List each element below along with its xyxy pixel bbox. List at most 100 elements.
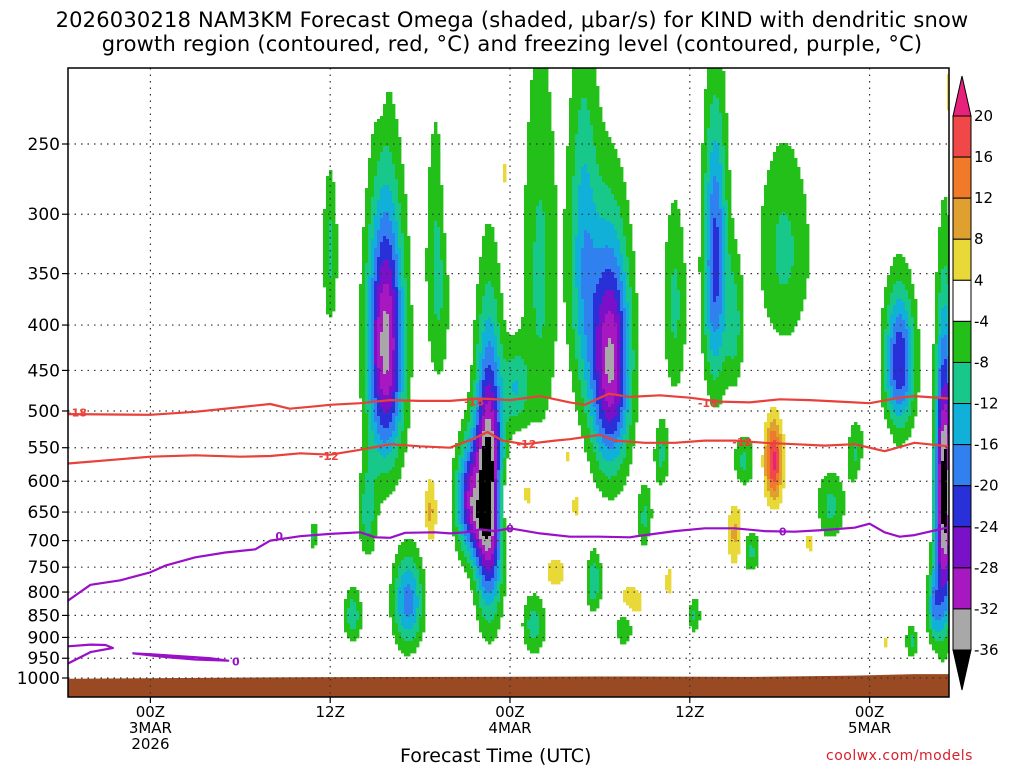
heatmap-cell — [395, 473, 399, 477]
heatmap-cell — [485, 248, 489, 252]
heatmap-cell — [380, 263, 384, 267]
heatmap-cell — [368, 329, 372, 333]
heatmap-cell — [377, 248, 381, 252]
heatmap-cell — [485, 353, 489, 357]
heatmap-cell — [467, 404, 471, 408]
heatmap-cell — [479, 569, 483, 573]
heatmap-cell — [398, 149, 402, 153]
heatmap-cell — [497, 434, 501, 438]
heatmap-cell — [494, 575, 498, 579]
heatmap-cell — [329, 296, 333, 300]
heatmap-cell — [380, 419, 384, 423]
heatmap-cell — [395, 242, 399, 246]
heatmap-cell — [362, 497, 366, 501]
heatmap-cell — [452, 524, 456, 528]
heatmap-cell — [389, 476, 393, 480]
heatmap-cell — [356, 623, 360, 627]
heatmap-cell — [518, 374, 522, 378]
heatmap-cell — [497, 416, 501, 420]
heatmap-cell — [368, 503, 372, 507]
heatmap-cell — [407, 245, 411, 249]
heatmap-cell — [377, 377, 381, 381]
heatmap-cell — [485, 605, 489, 609]
heatmap-cell — [482, 320, 486, 324]
heatmap-cell — [464, 461, 468, 465]
heatmap-cell — [398, 278, 402, 282]
heatmap-cell — [383, 296, 387, 300]
heatmap-cell — [329, 299, 333, 303]
heatmap-cell — [503, 371, 507, 375]
heatmap-cell — [500, 530, 504, 534]
heatmap-cell — [506, 428, 510, 432]
heatmap-cell — [419, 563, 423, 567]
heatmap-cell — [398, 476, 402, 480]
heatmap-cell — [395, 455, 399, 459]
heatmap-cell — [362, 362, 366, 366]
heatmap-cell — [401, 374, 405, 378]
heatmap-cell — [365, 410, 369, 414]
heatmap-cell — [383, 488, 387, 492]
heatmap-cell — [383, 146, 387, 150]
heatmap-cell — [365, 449, 369, 453]
heatmap-cell — [515, 365, 519, 369]
heatmap-cell — [368, 293, 372, 297]
heatmap-cell — [458, 479, 462, 483]
heatmap-cell — [488, 551, 492, 555]
heatmap-cell — [371, 365, 375, 369]
heatmap-cell — [371, 485, 375, 489]
heatmap-cell — [386, 329, 390, 333]
heatmap-cell — [434, 155, 438, 159]
heatmap-cell — [491, 302, 495, 306]
heatmap-cell — [371, 533, 375, 537]
heatmap-cell — [518, 407, 522, 411]
heatmap-cell — [494, 458, 498, 462]
heatmap-cell — [491, 479, 495, 483]
heatmap-cell — [422, 590, 426, 594]
heatmap-cell — [326, 179, 330, 183]
heatmap-cell — [428, 242, 432, 246]
heatmap-cell — [368, 365, 372, 369]
heatmap-cell — [512, 407, 516, 411]
heatmap-cell — [500, 407, 504, 411]
heatmap-cell — [386, 179, 390, 183]
heatmap-cell — [506, 404, 510, 408]
heatmap-cell — [368, 266, 372, 270]
heatmap-cell — [437, 353, 441, 357]
heatmap-cell — [371, 296, 375, 300]
heatmap-cell — [362, 323, 366, 327]
heatmap-cell — [440, 284, 444, 288]
heatmap-cell — [452, 512, 456, 516]
heatmap-cell — [479, 329, 483, 333]
heatmap-cell — [332, 257, 336, 261]
heatmap-cell — [395, 482, 399, 486]
heatmap-cell — [362, 545, 366, 549]
heatmap-cell — [398, 257, 402, 261]
heatmap-cell — [500, 314, 504, 318]
heatmap-cell — [392, 227, 396, 231]
heatmap-cell — [383, 365, 387, 369]
heatmap-cell — [383, 464, 387, 468]
heatmap-cell — [470, 560, 474, 564]
heatmap-cell — [380, 290, 384, 294]
heatmap-cell — [377, 239, 381, 243]
heatmap-cell — [461, 464, 465, 468]
heatmap-cell — [494, 347, 498, 351]
heatmap-cell — [455, 527, 459, 531]
heatmap-cell — [482, 434, 486, 438]
heatmap-cell — [515, 332, 519, 336]
heatmap-cell — [365, 278, 369, 282]
heatmap-cell — [473, 536, 477, 540]
heatmap-cell — [398, 137, 402, 141]
heatmap-cell — [410, 593, 414, 597]
heatmap-cell — [488, 374, 492, 378]
heatmap-cell — [488, 305, 492, 309]
heatmap-cell — [380, 230, 384, 234]
heatmap-cell — [371, 545, 375, 549]
heatmap-cell — [491, 539, 495, 543]
heatmap-cell — [482, 458, 486, 462]
heatmap-cell — [335, 233, 339, 237]
chart-title-line1: 2026030218 NAM3KM Forecast Omega (shaded… — [55, 8, 969, 32]
heatmap-cell — [389, 191, 393, 195]
heatmap-cell — [407, 356, 411, 360]
heatmap-cell — [410, 350, 414, 354]
